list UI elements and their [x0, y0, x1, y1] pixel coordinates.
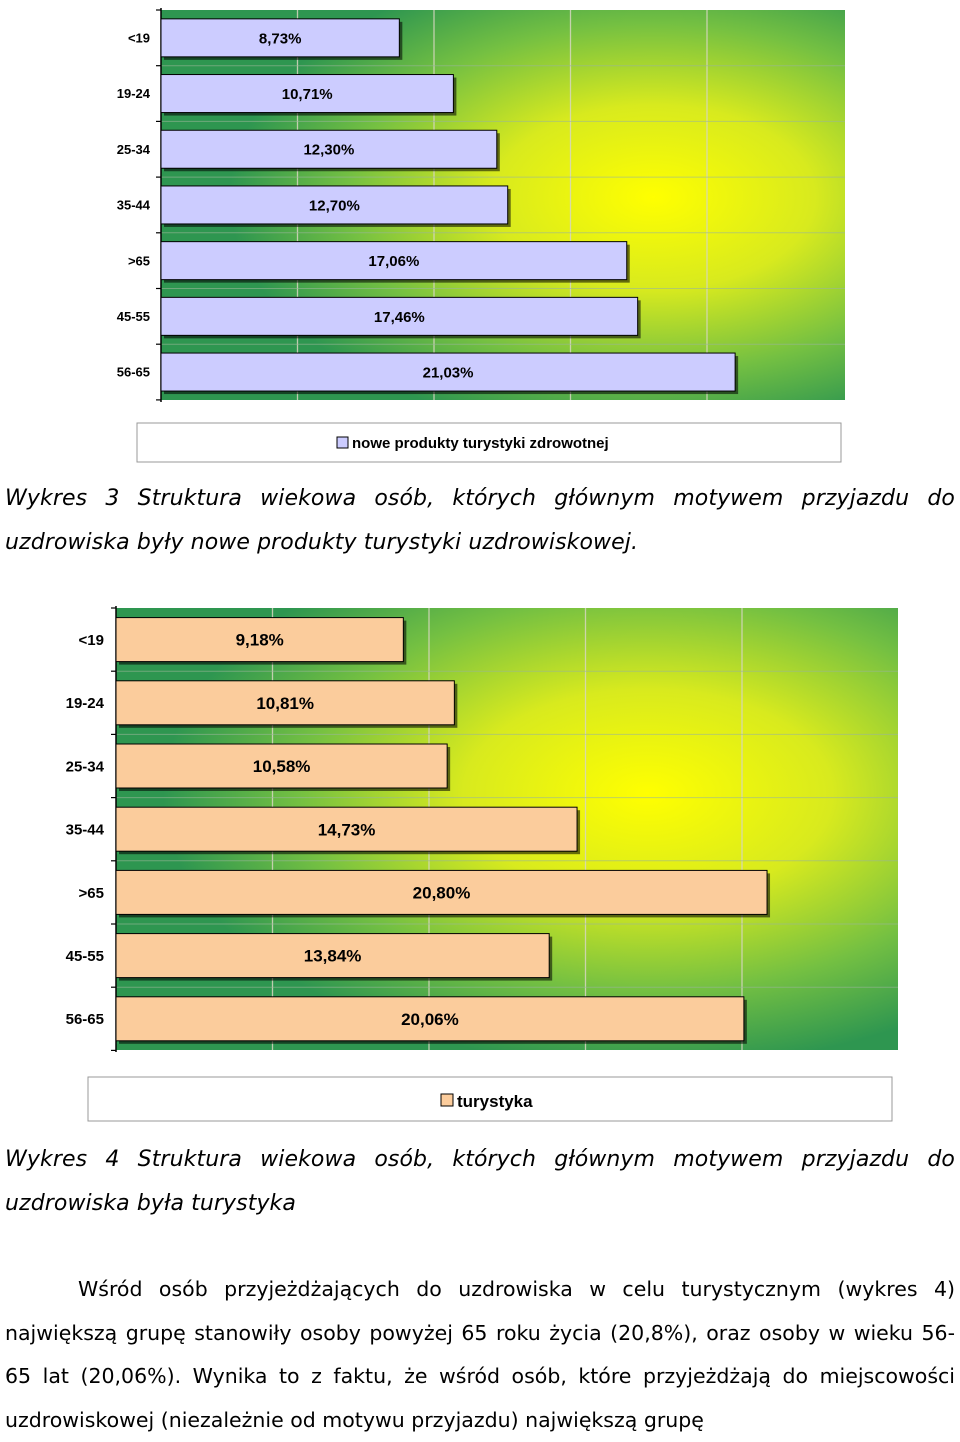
bar-value-label: 12,30% [303, 142, 354, 159]
bar-value-label: 20,80% [413, 884, 471, 903]
legend: turystyka [87, 1076, 893, 1122]
category-label: 45-55 [66, 948, 104, 965]
body-paragraph: Wśród osób przyjeżdżających do uzdrowisk… [5, 1277, 955, 1432]
category-label: 19-24 [66, 695, 105, 712]
legend-swatch [336, 436, 349, 449]
bar-value-label: 8,73% [259, 30, 302, 47]
bar-value-label: 17,46% [374, 309, 425, 326]
category-label: >65 [79, 885, 104, 902]
bars [115, 617, 771, 1044]
category-label: 25-34 [66, 758, 105, 775]
bar [115, 617, 404, 663]
bar-value-label: 10,81% [256, 694, 314, 713]
category-label: 45-55 [117, 309, 150, 324]
bar-value-label: 13,84% [304, 947, 362, 966]
bar [160, 74, 454, 114]
bar-value-label: 14,73% [318, 820, 376, 839]
category-axis [156, 8, 162, 402]
bar [115, 680, 455, 726]
category-label: 25-34 [117, 142, 151, 157]
bar-value-label: 10,58% [253, 757, 311, 776]
category-tick-labels: <19 19-24 25-34 35-44 >65 45-55 56-65 [66, 632, 105, 1028]
bar [160, 352, 736, 392]
legend-box [87, 1076, 893, 1122]
bar [115, 869, 768, 915]
legend-label: nowe produkty turystyki zdrowotnej [352, 435, 609, 452]
bar-value-label: 20,06% [401, 1010, 459, 1029]
legend-label: turystyka [457, 1092, 533, 1111]
bar [160, 241, 628, 281]
category-label: 56-65 [117, 365, 150, 380]
category-label: 35-44 [117, 198, 151, 213]
bar-value-label: 10,71% [282, 86, 333, 103]
age-structure-chart-health-products: 8,73% 10,71% 12,30% 12,70% 17,06% 17,46% 21,03… [117, 8, 845, 463]
bar-value-label: 17,06% [368, 253, 419, 270]
category-label: 35-44 [66, 822, 105, 839]
legend-swatch [440, 1093, 454, 1107]
legend: nowe produkty turystyki zdrowotnej [136, 422, 842, 463]
category-label: 19-24 [117, 86, 151, 101]
figure-caption-3: Wykres 3 Struktura wiekowa osób, których… [5, 486, 955, 555]
bar [160, 185, 509, 225]
category-label: <19 [79, 632, 104, 649]
bar [115, 743, 448, 789]
data-labels: 8,73% 10,71% 12,30% 12,70% 17,06% 17,46% 21,03… [259, 30, 474, 381]
bar [115, 996, 745, 1042]
age-structure-chart-tourism: 9,18% 10,81% 10,58% 14,73% 20,80% 13,84% 20,06… [66, 606, 898, 1122]
category-label: >65 [128, 253, 150, 268]
bar [115, 806, 578, 852]
figure-caption-4: Wykres 4 Struktura wiekowa osób, których… [5, 1147, 955, 1216]
bar-value-label: 9,18% [236, 631, 284, 650]
bar [160, 296, 639, 336]
bar [160, 18, 400, 58]
legend-box [136, 422, 842, 463]
category-axis [111, 606, 117, 1052]
bars [160, 18, 739, 395]
bar-value-label: 12,70% [309, 197, 360, 214]
bar-value-label: 21,03% [423, 364, 474, 381]
category-label: 56-65 [66, 1011, 104, 1028]
category-label: <19 [128, 31, 150, 46]
bar [160, 129, 498, 169]
bar [115, 933, 550, 979]
data-labels: 9,18% 10,81% 10,58% 14,73% 20,80% 13,84% 20,06… [236, 631, 471, 1029]
category-tick-labels: <19 19-24 25-34 35-44 >65 45-55 56-65 [117, 31, 151, 380]
